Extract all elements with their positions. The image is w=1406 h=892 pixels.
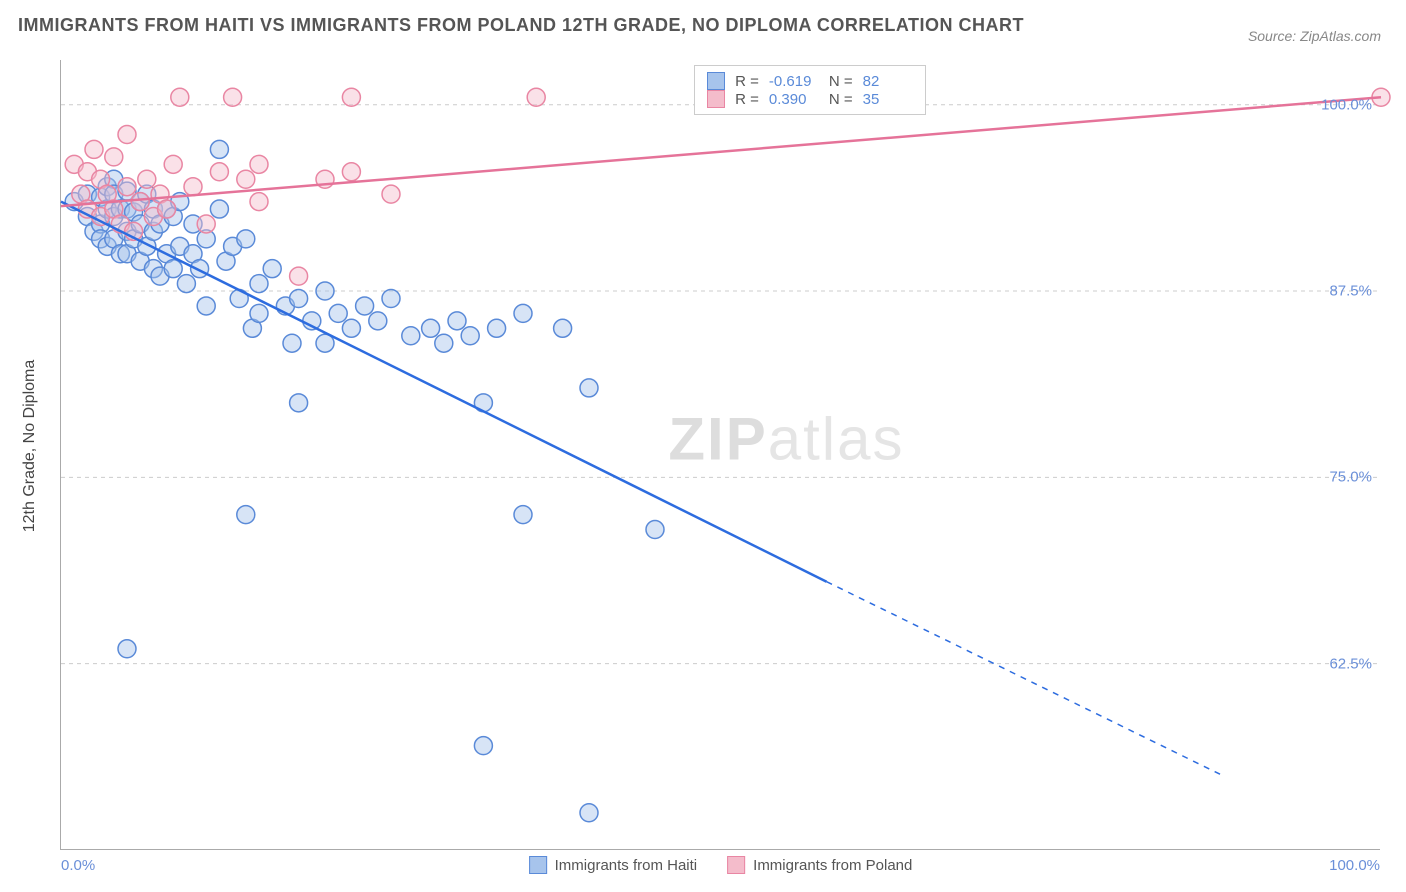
y-tick-label: 75.0%	[1329, 469, 1372, 486]
chart-svg	[61, 60, 1380, 849]
legend-label: Immigrants from Poland	[753, 857, 912, 874]
stats-r-value: 0.390	[769, 91, 819, 108]
stats-r-label: R =	[735, 91, 759, 108]
legend-swatch	[529, 856, 547, 874]
plot-area: ZIPatlas R =-0.619N =82R =0.390N =35 0.0…	[60, 60, 1380, 850]
stats-n-value: 35	[863, 91, 913, 108]
y-tick-label: 100.0%	[1321, 96, 1372, 113]
stats-r-value: -0.619	[769, 73, 819, 90]
legend-entry: Immigrants from Poland	[727, 856, 912, 874]
stats-legend-box: R = -0.619 N = 82 R = 0.390 N = 35	[694, 65, 926, 115]
stats-row: R = 0.390 N = 35	[707, 90, 913, 108]
stats-n-label: N =	[829, 73, 853, 90]
stats-n-value: 82	[863, 73, 913, 90]
legend-entry: Immigrants from Haiti	[529, 856, 698, 874]
x-axis-max-label: 100.0%	[1329, 857, 1380, 874]
stats-row: R = -0.619 N = 82	[707, 72, 913, 90]
y-tick-label: 87.5%	[1329, 283, 1372, 300]
chart-title: IMMIGRANTS FROM HAITI VS IMMIGRANTS FROM…	[18, 15, 1024, 36]
legend-swatch	[727, 856, 745, 874]
stats-r-label: R =	[735, 73, 759, 90]
legend-label: Immigrants from Haiti	[555, 857, 698, 874]
source-attribution: Source: ZipAtlas.com	[1248, 28, 1381, 44]
stats-n-label: N =	[829, 91, 853, 108]
stats-swatch	[707, 72, 725, 90]
x-axis-min-label: 0.0%	[61, 857, 95, 874]
legend-bottom: Immigrants from Haiti Immigrants from Pol…	[529, 856, 913, 874]
stats-swatch	[707, 90, 725, 108]
y-axis-label: 12th Grade, No Diploma	[21, 360, 39, 533]
y-tick-label: 62.5%	[1329, 655, 1372, 672]
